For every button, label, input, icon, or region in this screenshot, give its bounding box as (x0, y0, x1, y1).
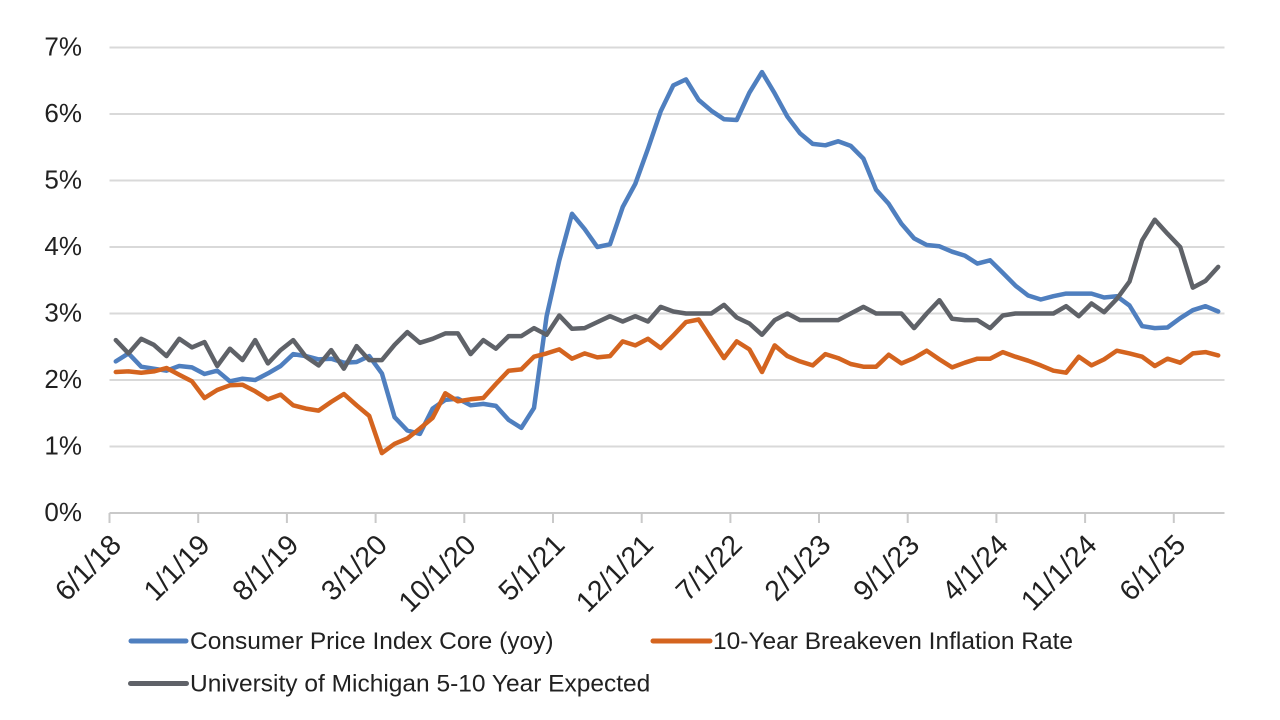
svg-text:4%: 4% (44, 231, 82, 261)
svg-text:2%: 2% (44, 364, 82, 394)
svg-text:Consumer Price Index Core (yoy: Consumer Price Index Core (yoy) (190, 628, 554, 655)
svg-text:0%: 0% (44, 497, 82, 527)
svg-text:6%: 6% (44, 98, 82, 128)
svg-text:1%: 1% (44, 431, 82, 461)
svg-text:7%: 7% (44, 32, 82, 62)
svg-text:5%: 5% (44, 165, 82, 195)
svg-text:University of Michigan 5-10 Ye: University of Michigan 5-10 Year Expecte… (190, 671, 650, 698)
svg-text:10-Year Breakeven Inflation Ra: 10-Year Breakeven Inflation Rate (713, 628, 1073, 655)
svg-text:3%: 3% (44, 298, 82, 328)
